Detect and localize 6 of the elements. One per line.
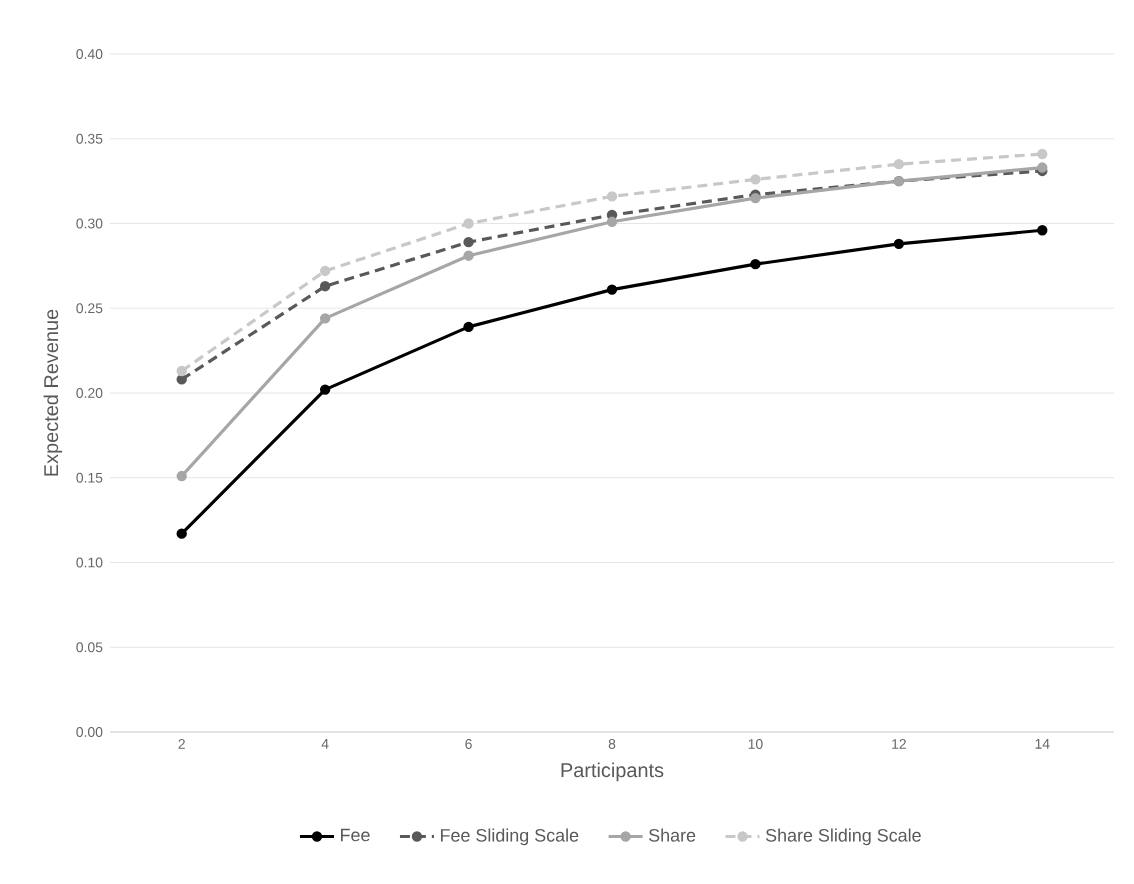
legend-label: Fee bbox=[341, 828, 370, 842]
y-axis-title: Expected Revenue bbox=[43, 309, 63, 476]
legend-label: Share Sliding Scale bbox=[765, 828, 921, 846]
x-axis-title: Participants bbox=[561, 762, 664, 782]
legend-label: Fee Sliding Scale bbox=[441, 828, 579, 846]
legend-label: Share bbox=[649, 828, 696, 842]
